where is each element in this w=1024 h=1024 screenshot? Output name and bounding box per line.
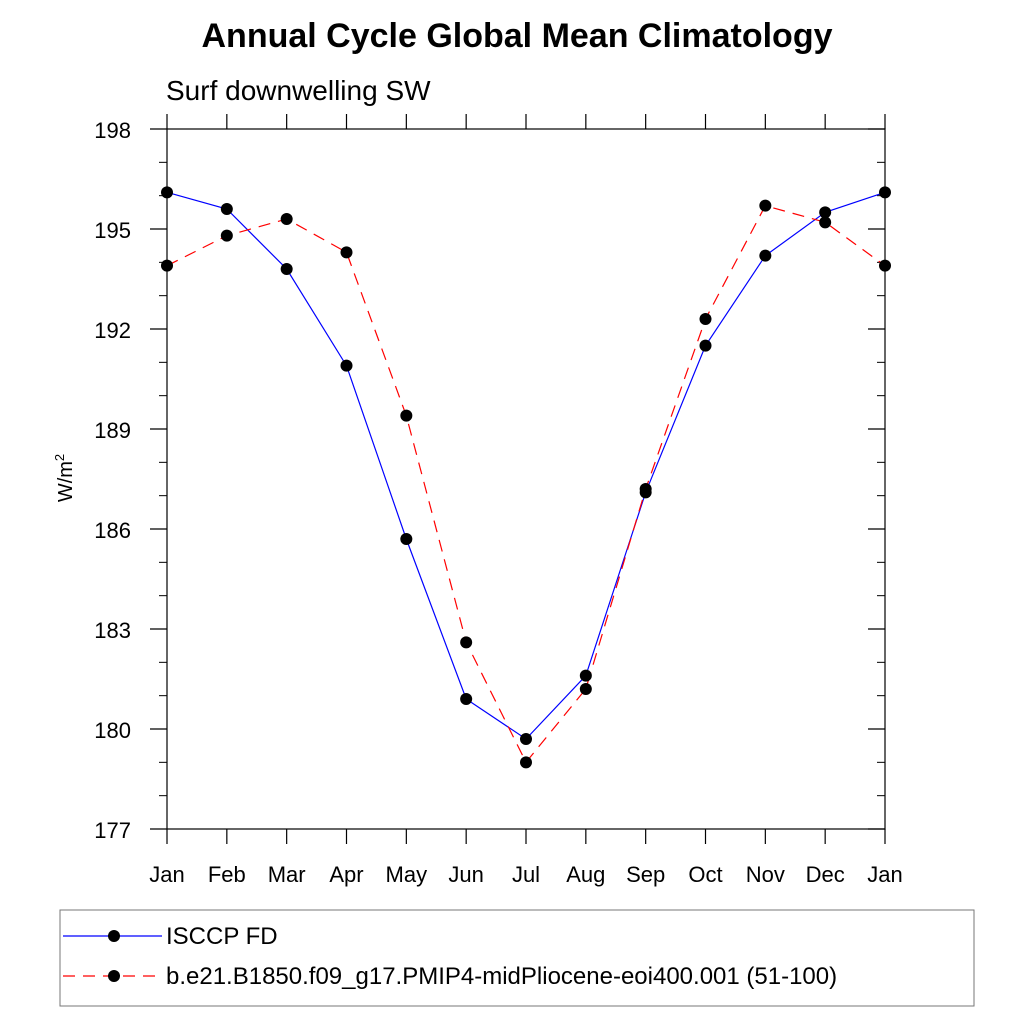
tick-marks — [150, 114, 886, 844]
x-tick-label: Jun — [448, 862, 483, 887]
y-axis-label: W/m2 — [52, 454, 77, 502]
series-0-point — [520, 733, 532, 745]
y-tick-label: 177 — [94, 818, 131, 843]
legend-label-isccp: ISCCP FD — [166, 923, 278, 950]
series-0-point — [460, 693, 473, 705]
series-layer — [161, 186, 891, 769]
y-tick-label: 186 — [94, 518, 131, 543]
x-tick-label: Oct — [688, 862, 722, 887]
series-line-1 — [166, 204, 886, 764]
series-0-point — [759, 249, 772, 262]
legend-marker-isccp — [108, 930, 120, 942]
x-tick-label: Nov — [746, 862, 785, 887]
x-tick-label: Jan — [149, 862, 184, 887]
series-1-point — [579, 683, 592, 695]
series-0-point — [340, 359, 353, 372]
legend: ISCCP FD b.e21.B1850.f09_g17.PMIP4-midPl… — [59, 909, 975, 1007]
y-axis-label-superscript: 2 — [52, 454, 67, 461]
series-1-point — [699, 313, 712, 325]
y-tick-label: 192 — [94, 318, 131, 343]
chart-title: Annual Cycle Global Mean Climatology — [202, 17, 833, 55]
series-line-0 — [166, 191, 886, 740]
y-axis-label-base: W/m — [55, 461, 77, 502]
series-0-point — [220, 203, 233, 215]
x-tick-label: May — [386, 862, 428, 887]
y-tick-label: 198 — [94, 118, 131, 143]
series-0-point — [699, 339, 712, 352]
x-tick-label: Jul — [512, 862, 540, 887]
x-tick-label: Mar — [268, 862, 306, 887]
series-1-point — [759, 199, 772, 212]
series-0-point — [400, 533, 413, 545]
y-tick-label: 180 — [94, 718, 131, 743]
series-1-point — [879, 259, 891, 272]
y-tick-labels: 177 180 183 186 189 192 195 198 — [94, 118, 131, 843]
y-tick-label: 183 — [94, 618, 131, 643]
y-tick-label: 189 — [94, 418, 131, 443]
x-tick-label: Feb — [208, 862, 246, 887]
series-0-point — [161, 186, 173, 199]
series-1-point — [340, 246, 353, 259]
series-1-point — [280, 213, 293, 225]
x-tick-label: Jan — [867, 862, 902, 887]
series-0-point — [280, 263, 293, 275]
x-tick-labels: Jan Feb Mar Apr May Jun Jul Aug Sep Oct Nov Dec Jan — [149, 862, 902, 887]
x-tick-label: Apr — [329, 862, 363, 887]
plot-frame — [166, 128, 886, 830]
series-1-point — [161, 259, 173, 272]
series-1-point — [639, 483, 652, 495]
x-tick-label: Dec — [806, 862, 845, 887]
y-tick-label: 195 — [94, 218, 131, 243]
legend-marker-model — [108, 970, 120, 982]
x-tick-label: Sep — [626, 862, 665, 887]
series-0-point — [879, 186, 891, 199]
chart-subtitle: Surf downwelling SW — [166, 75, 431, 106]
series-0-point — [819, 206, 832, 219]
series-1-point — [220, 229, 233, 242]
series-1-point — [819, 216, 832, 229]
legend-box — [59, 909, 975, 1007]
series-0-point — [579, 669, 592, 682]
series-1-point — [460, 636, 473, 649]
series-1-point — [520, 756, 532, 769]
x-tick-label: Aug — [566, 862, 605, 887]
series-1-point — [400, 409, 413, 422]
legend-label-model: b.e21.B1850.f09_g17.PMIP4-midPliocene-eo… — [166, 963, 837, 990]
